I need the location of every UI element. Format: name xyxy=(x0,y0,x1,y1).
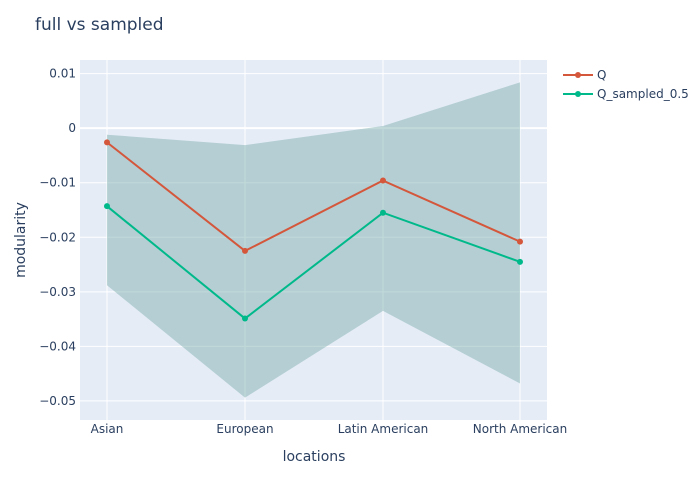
y-axis-title: modularity xyxy=(13,202,29,278)
series-point-q[interactable] xyxy=(104,139,110,146)
series-line-q-sampled-0-5 xyxy=(106,205,521,320)
legend-label: Q xyxy=(597,68,606,82)
series-point-q-sampled-0-5[interactable] xyxy=(242,315,248,322)
legend: Q Q_sampled_0.5 xyxy=(563,68,689,101)
legend-item-q-sampled-0-5[interactable]: Q_sampled_0.5 xyxy=(563,87,689,101)
series-point-q[interactable] xyxy=(242,247,248,254)
y-tick-label: 0.01 xyxy=(49,67,76,81)
chart-title: full vs sampled xyxy=(35,15,164,35)
x-tick-label: North American xyxy=(473,422,567,436)
legend-marker xyxy=(575,91,581,97)
x-axis-title: locations xyxy=(283,449,346,465)
plot-area xyxy=(80,60,547,420)
series-point-q[interactable] xyxy=(517,238,523,245)
y-tick-label: −0.05 xyxy=(39,394,76,408)
series-line-q xyxy=(106,141,521,253)
series-point-q[interactable] xyxy=(380,177,386,184)
series-point-q-sampled-0-5[interactable] xyxy=(104,203,110,210)
series-point-q-sampled-0-5[interactable] xyxy=(380,209,386,216)
x-tick-layer: Asian European Latin American North America… xyxy=(91,422,568,436)
series-layer xyxy=(104,139,523,322)
y-tick-label: −0.01 xyxy=(39,176,76,190)
legend-marker xyxy=(575,72,581,78)
y-tick-label: −0.04 xyxy=(39,339,76,353)
x-tick-label: European xyxy=(216,422,273,436)
legend-label: Q_sampled_0.5 xyxy=(597,87,689,101)
x-tick-label: Latin American xyxy=(338,422,429,436)
x-tick-label: Asian xyxy=(91,422,124,436)
y-tick-layer: 0.01 0 −0.01 −0.02 −0.03 −0.04 −0.05 xyxy=(39,67,76,408)
series-point-q-sampled-0-5[interactable] xyxy=(517,258,523,265)
band-layer xyxy=(107,82,520,398)
range-band xyxy=(107,82,520,398)
y-tick-label: 0 xyxy=(68,121,76,135)
y-tick-label: −0.03 xyxy=(39,285,76,299)
y-tick-label: −0.02 xyxy=(39,230,76,244)
legend-item-q[interactable]: Q xyxy=(563,68,606,82)
